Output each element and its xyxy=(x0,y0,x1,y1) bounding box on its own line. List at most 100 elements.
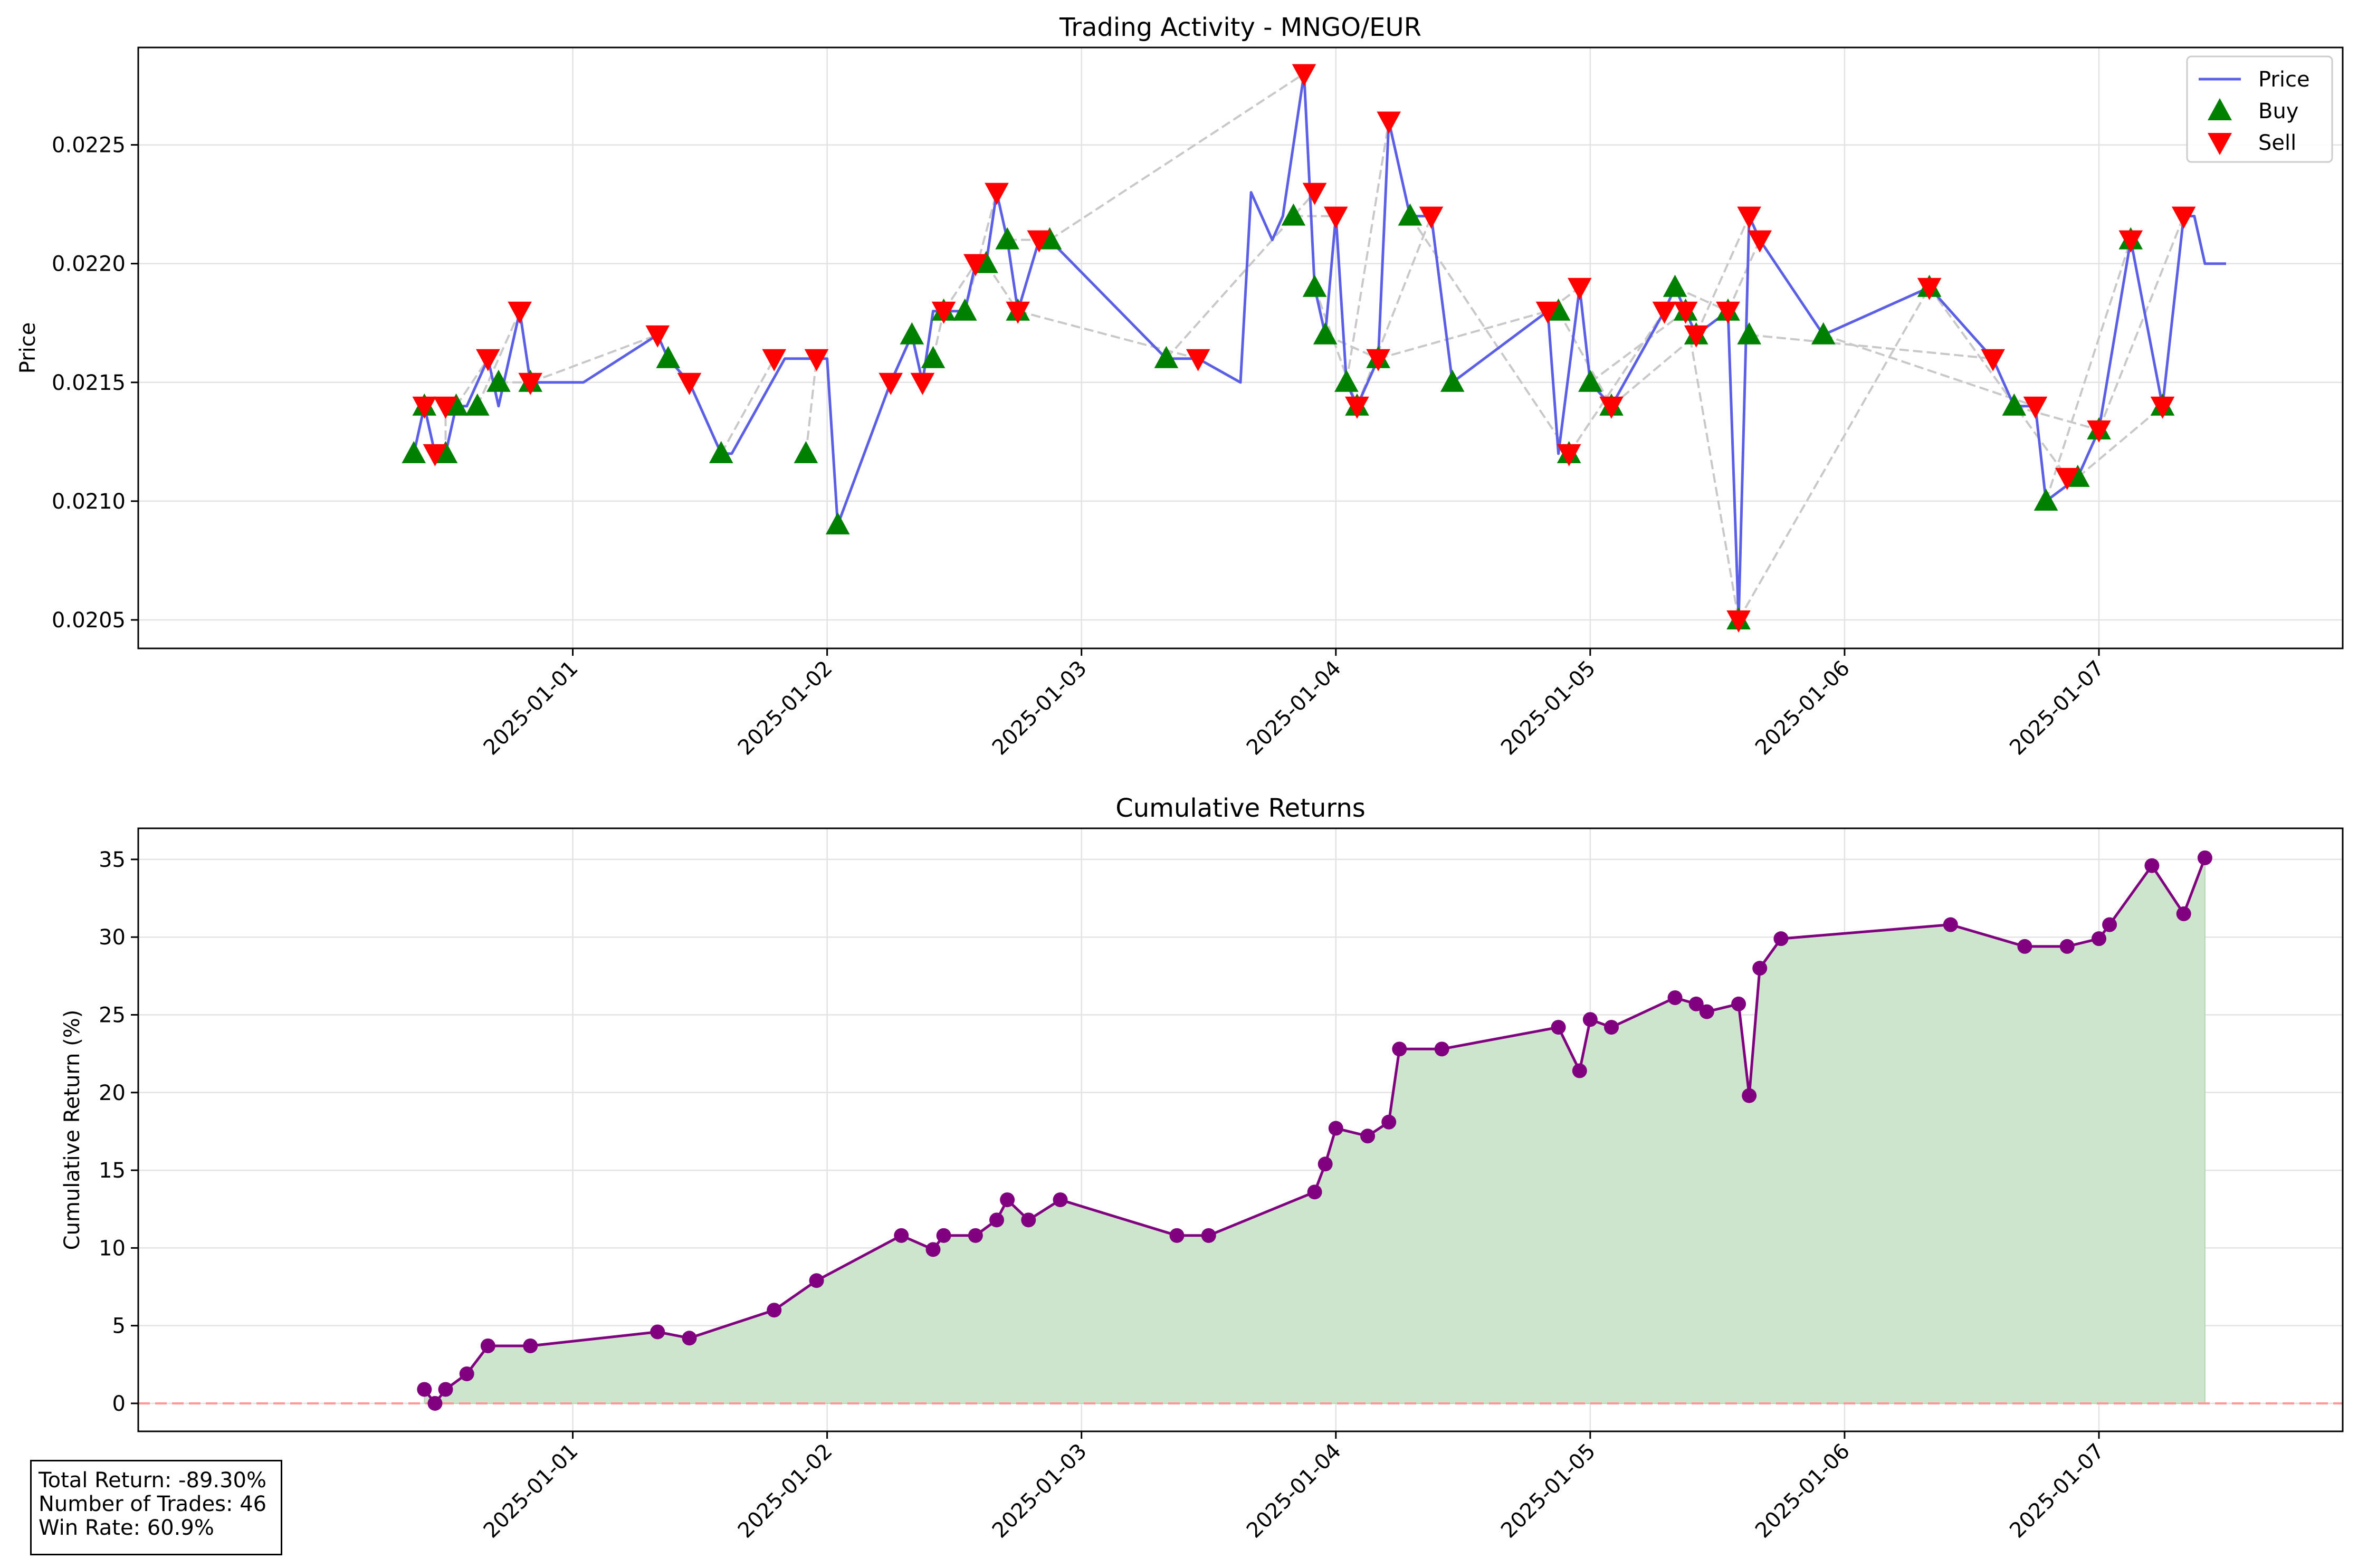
returns-line xyxy=(423,857,2207,1405)
sell-marker xyxy=(412,396,437,419)
sell-marker xyxy=(1366,349,1390,371)
sell-marker xyxy=(1419,206,1444,229)
return-point xyxy=(1699,1004,1714,1019)
return-point xyxy=(459,1366,474,1382)
return-point xyxy=(2197,850,2212,865)
return-point xyxy=(1021,1212,1036,1228)
legend-sell-swatch xyxy=(2208,133,2232,155)
return-point xyxy=(2102,917,2117,932)
sell-marker xyxy=(804,349,829,371)
sell-marker xyxy=(1737,206,1761,229)
sell-marker xyxy=(1557,444,1581,466)
x-tick-label: 2025-01-06 xyxy=(1751,1439,1855,1543)
sell-marker xyxy=(1748,230,1772,253)
return-point xyxy=(2092,931,2107,946)
buy-marker xyxy=(1578,369,1602,392)
return-point xyxy=(1943,917,1958,932)
sell-marker xyxy=(423,444,447,466)
sell-marker xyxy=(1006,301,1030,324)
sell-marker xyxy=(1567,278,1592,300)
return-point xyxy=(438,1382,453,1397)
sell-marker xyxy=(1302,183,1327,205)
buy-marker xyxy=(1737,322,1761,345)
return-point xyxy=(1572,1063,1587,1078)
sell-marker xyxy=(645,325,670,348)
y-tick-label: 30 xyxy=(99,925,126,950)
sell-marker xyxy=(1027,230,1052,253)
sell-marker xyxy=(677,372,702,395)
buy-marker xyxy=(465,393,490,416)
return-point xyxy=(480,1338,495,1353)
axes-frame xyxy=(137,827,2344,1432)
y-tick-label: 0.0210 xyxy=(52,490,126,514)
return-point xyxy=(417,1382,432,1397)
return-point xyxy=(925,1242,941,1257)
return-point xyxy=(1688,996,1704,1011)
sell-marker xyxy=(1377,111,1401,134)
return-point xyxy=(1307,1184,1322,1200)
sell-marker xyxy=(2023,396,2048,419)
return-point xyxy=(1667,990,1683,1006)
sell-marker xyxy=(476,349,500,371)
sell-marker xyxy=(1981,349,2005,371)
buy-marker xyxy=(1281,203,1306,226)
stats-box: Total Return: -89.30% Number of Trades: … xyxy=(30,1460,282,1555)
x-tick-label: 2025-01-03 xyxy=(988,656,1092,760)
sell-marker xyxy=(1726,610,1751,633)
x-tick-label: 2025-01-07 xyxy=(2005,656,2109,760)
return-point xyxy=(2059,939,2075,954)
sell-marker xyxy=(1684,325,1708,348)
sell-marker xyxy=(2118,230,2143,253)
y-tick-label: 0.0225 xyxy=(52,133,126,158)
num-trades-text: Number of Trades: 46 xyxy=(39,1492,267,1516)
y-tick-label: 15 xyxy=(99,1159,126,1183)
buy-marker xyxy=(794,441,818,463)
total-return-text: Total Return: -89.30% xyxy=(39,1468,267,1493)
return-point xyxy=(936,1228,951,1243)
return-point xyxy=(809,1273,824,1288)
buy-marker xyxy=(825,512,850,534)
sell-marker xyxy=(1535,301,1560,324)
legend-label-price: Price xyxy=(2258,68,2310,92)
return-point xyxy=(1773,931,1789,946)
win-rate-text: Win Rate: 60.9% xyxy=(39,1516,214,1540)
buy-marker xyxy=(995,227,1019,250)
return-point xyxy=(650,1324,665,1340)
y-tick-label: 0.0215 xyxy=(52,371,126,395)
legend-buy-swatch xyxy=(2208,98,2232,120)
trade-link-lines xyxy=(413,72,2185,620)
returns-area xyxy=(424,857,2206,1404)
x-tick-label: 2025-01-01 xyxy=(479,656,583,760)
legend-label-sell: Sell xyxy=(2258,131,2296,155)
sell-marker xyxy=(1599,396,1624,419)
y-tick-label: 35 xyxy=(99,848,126,872)
sell-marker xyxy=(879,372,903,395)
sell-marker xyxy=(1652,301,1677,324)
sell-marker xyxy=(1917,278,1942,300)
buy-marker xyxy=(1334,369,1359,392)
y-tick-label: 5 xyxy=(112,1314,126,1338)
return-point xyxy=(1360,1129,1376,1144)
sell-marker xyxy=(1323,206,1348,229)
y-tick-label: 10 xyxy=(99,1236,126,1260)
sell-marker xyxy=(1673,301,1698,324)
x-tick-label: 2025-01-02 xyxy=(733,656,837,760)
buy-marker xyxy=(1154,346,1179,368)
sell-marker xyxy=(1292,64,1316,87)
return-point xyxy=(1582,1012,1598,1027)
y-axis-label: Cumulative Return (%) xyxy=(60,1010,84,1250)
sell-marker xyxy=(2171,206,2196,229)
sell-marker xyxy=(518,372,543,395)
legend: Price Buy Sell xyxy=(2186,55,2333,163)
return-point xyxy=(2017,939,2032,954)
buy-marker xyxy=(1313,322,1338,345)
return-point xyxy=(1381,1114,1397,1130)
x-tick-label: 2025-01-04 xyxy=(1242,656,1346,760)
price-line xyxy=(412,72,2226,622)
buy-marker xyxy=(1440,369,1465,392)
return-point xyxy=(1434,1041,1449,1057)
y-tick-label: 0.0220 xyxy=(52,252,126,276)
buy-marker xyxy=(709,441,733,463)
sell-marker xyxy=(2087,420,2111,443)
return-point xyxy=(1328,1121,1343,1136)
